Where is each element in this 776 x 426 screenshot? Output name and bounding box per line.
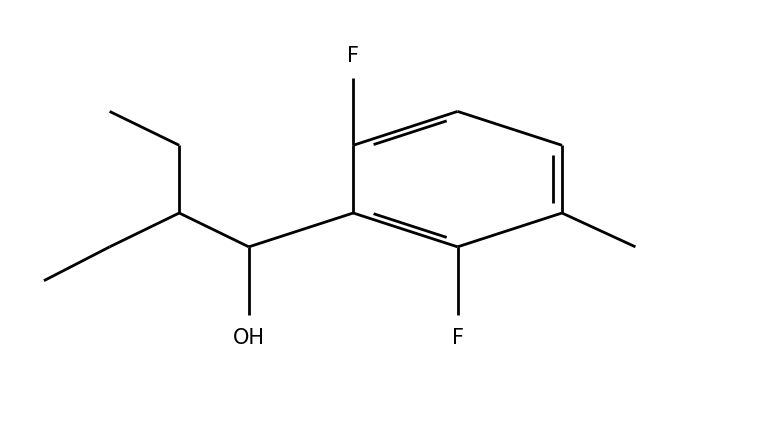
Text: F: F [347,46,359,66]
Text: OH: OH [233,328,265,348]
Text: F: F [452,328,463,348]
